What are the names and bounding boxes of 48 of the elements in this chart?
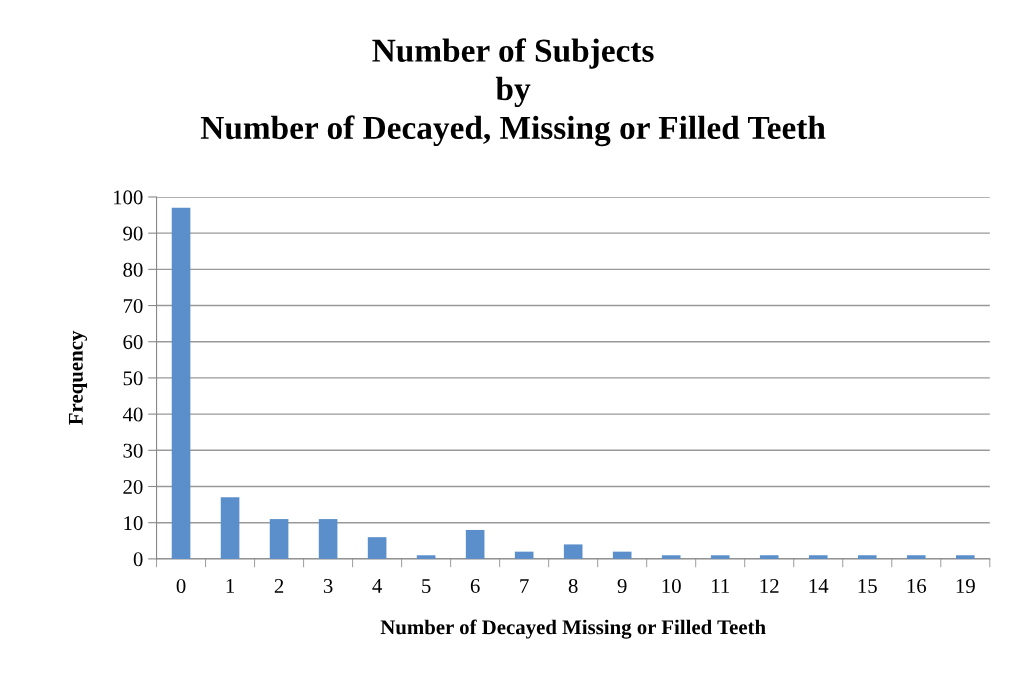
bar — [563, 544, 583, 559]
x-tick-label: 8 — [568, 578, 578, 593]
x-tick-label: 10 — [662, 578, 681, 593]
bar — [171, 207, 191, 559]
y-tick-label: 40 — [122, 407, 143, 422]
bar — [906, 555, 926, 559]
chart-title: Number of Subjects by Number of Decayed, Missing or Filled Teeth — [200, 38, 826, 147]
x-tick-label: 19 — [956, 578, 975, 593]
bar — [857, 555, 877, 559]
x-tick-label: 12 — [760, 578, 779, 593]
y-tick-label: 50 — [123, 371, 143, 386]
bar — [367, 537, 387, 559]
x-tick-label: 11 — [712, 579, 729, 593]
bar — [416, 555, 436, 559]
y-tick-label: 100 — [113, 190, 143, 205]
bar — [269, 519, 289, 559]
x-tick-label: 15 — [858, 579, 877, 593]
x-tick-label: 1 — [226, 579, 235, 593]
x-tick-label: 6 — [470, 578, 480, 593]
bar — [759, 555, 779, 559]
bar — [318, 519, 338, 559]
x-axis-title: Number of Decayed Missing or Filled Teeth — [380, 619, 766, 639]
bar — [710, 555, 730, 559]
y-tick-label: 90 — [123, 226, 143, 241]
bar — [220, 497, 240, 559]
bar — [661, 555, 681, 559]
x-tick-label: 4 — [372, 579, 382, 593]
y-tick-label: 0 — [133, 552, 143, 567]
y-axis-title: Frequency — [68, 330, 88, 425]
x-tick-label: 0 — [176, 578, 186, 593]
x-tick-label: 7 — [520, 579, 529, 593]
x-tick-label: 3 — [323, 578, 333, 593]
bar — [808, 555, 828, 559]
x-tick-label: 2 — [274, 578, 284, 593]
y-tick-label: 60 — [123, 335, 143, 350]
x-tick-label: 9 — [617, 578, 627, 593]
y-tick-label: 10 — [124, 516, 143, 531]
bar — [465, 529, 485, 559]
y-tick-label: 70 — [123, 298, 143, 313]
bar — [612, 551, 632, 559]
bar — [514, 551, 534, 559]
y-tick-label: 20 — [123, 479, 143, 494]
y-tick-label: 30 — [123, 443, 143, 458]
x-tick-label: 16 — [907, 578, 927, 593]
bar — [955, 555, 975, 559]
x-tick-label: 5 — [422, 579, 431, 593]
y-tick-label: 80 — [123, 262, 143, 277]
x-tick-label: 14 — [809, 579, 829, 593]
